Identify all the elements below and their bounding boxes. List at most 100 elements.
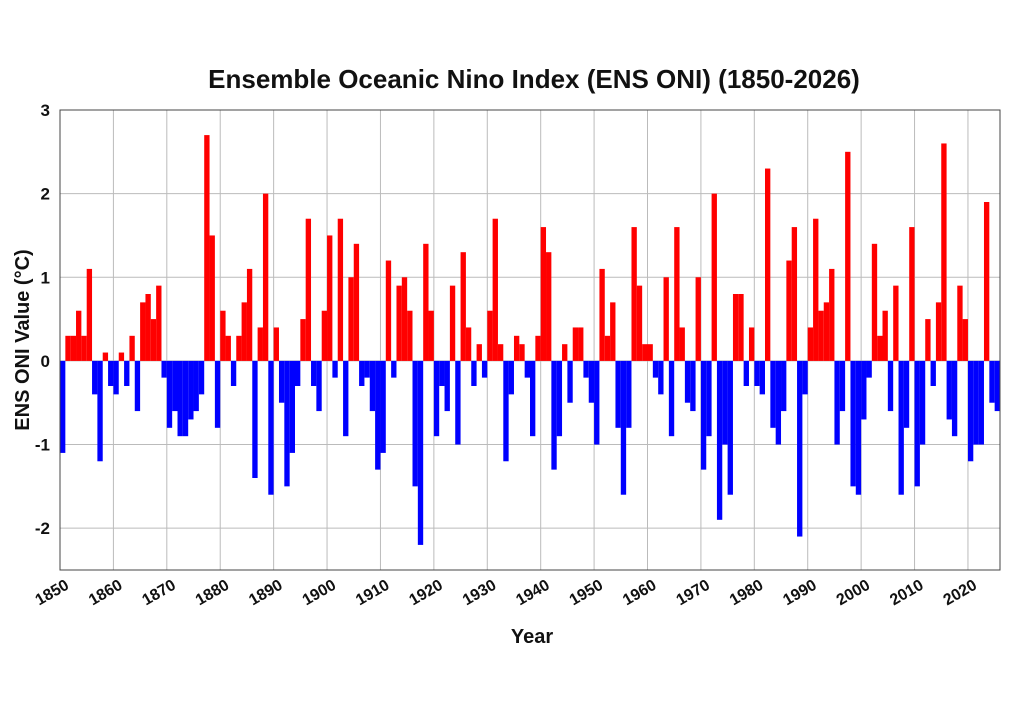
bar <box>786 260 792 361</box>
bar <box>599 268 605 361</box>
bar <box>887 360 894 412</box>
x-tick-label: 1950 <box>567 577 606 610</box>
y-tick-label: 0 <box>41 352 50 371</box>
bar <box>412 360 418 487</box>
bar <box>423 243 429 361</box>
bar <box>706 360 712 437</box>
bar <box>941 143 947 361</box>
bar <box>145 294 151 361</box>
bar <box>861 360 867 420</box>
bar <box>359 360 365 386</box>
bar <box>519 344 525 361</box>
bar <box>209 235 215 361</box>
bar <box>262 193 269 361</box>
bar <box>300 319 306 361</box>
bar <box>743 360 749 386</box>
bar <box>610 302 616 361</box>
bar <box>893 285 899 361</box>
x-tick-label: 1900 <box>300 577 339 610</box>
bar <box>695 277 701 361</box>
bar <box>930 360 936 386</box>
x-tick-label: 1880 <box>193 577 232 610</box>
bar <box>503 360 509 462</box>
bar <box>391 360 397 378</box>
bar <box>540 227 547 361</box>
bar <box>732 294 739 361</box>
bar <box>327 235 333 361</box>
bar <box>604 335 611 361</box>
x-tick-label: 1870 <box>139 577 178 610</box>
y-tick-label: -1 <box>35 436 50 455</box>
bar <box>476 344 482 361</box>
bar <box>994 360 1000 412</box>
plot-frame <box>59 109 1001 571</box>
bar <box>658 360 664 395</box>
bar <box>551 360 557 470</box>
bar <box>866 360 872 378</box>
bar <box>471 360 477 386</box>
bar <box>962 319 968 361</box>
bar <box>65 335 71 361</box>
bar <box>70 335 77 361</box>
bar <box>198 360 205 395</box>
bar <box>311 360 317 386</box>
bar <box>813 218 819 361</box>
x-tick-label: 1980 <box>727 577 766 610</box>
bar <box>92 360 98 395</box>
bar <box>839 360 846 412</box>
y-axis-label: ENS ONI Value (°C) <box>12 249 34 430</box>
bar <box>230 360 237 386</box>
bar <box>76 310 82 361</box>
bar <box>818 310 824 361</box>
bar <box>305 218 312 361</box>
bar <box>578 327 584 361</box>
bar <box>748 327 755 361</box>
bar <box>781 360 787 412</box>
bar <box>193 360 199 412</box>
bar <box>460 252 466 361</box>
bar <box>497 344 504 361</box>
bar <box>375 360 381 470</box>
bar <box>631 227 637 361</box>
bar <box>770 360 776 428</box>
bar <box>973 360 979 445</box>
bar <box>903 360 910 428</box>
bar <box>647 344 653 361</box>
bar <box>348 277 354 361</box>
bar <box>668 360 675 437</box>
bar <box>765 168 771 361</box>
bar <box>700 360 707 470</box>
bar <box>150 319 157 361</box>
bar <box>652 360 659 378</box>
bar <box>711 193 717 361</box>
bar <box>86 268 93 361</box>
bar <box>909 227 915 361</box>
bar <box>946 360 952 420</box>
y-tick-label: 3 <box>41 101 50 120</box>
bar <box>396 285 402 361</box>
x-tick-label: 1990 <box>780 577 819 610</box>
x-tick-label: 1960 <box>620 577 659 610</box>
bar <box>214 360 221 428</box>
x-tick-label: 1970 <box>674 577 713 610</box>
bar <box>134 360 141 412</box>
bar <box>871 243 878 361</box>
bar <box>562 344 568 361</box>
bar <box>118 352 125 361</box>
bar <box>337 218 344 361</box>
bar <box>182 360 189 437</box>
bar <box>615 360 621 428</box>
bar <box>268 360 274 495</box>
bar <box>364 360 370 378</box>
bar <box>433 360 440 437</box>
bar <box>967 360 974 462</box>
bar <box>754 360 760 386</box>
bar <box>369 360 376 412</box>
x-tick-label: 2020 <box>941 577 980 610</box>
bar <box>161 360 167 378</box>
bar <box>204 135 210 361</box>
bar <box>898 360 904 495</box>
bar <box>108 360 114 386</box>
x-tick-label: 2010 <box>887 577 926 610</box>
